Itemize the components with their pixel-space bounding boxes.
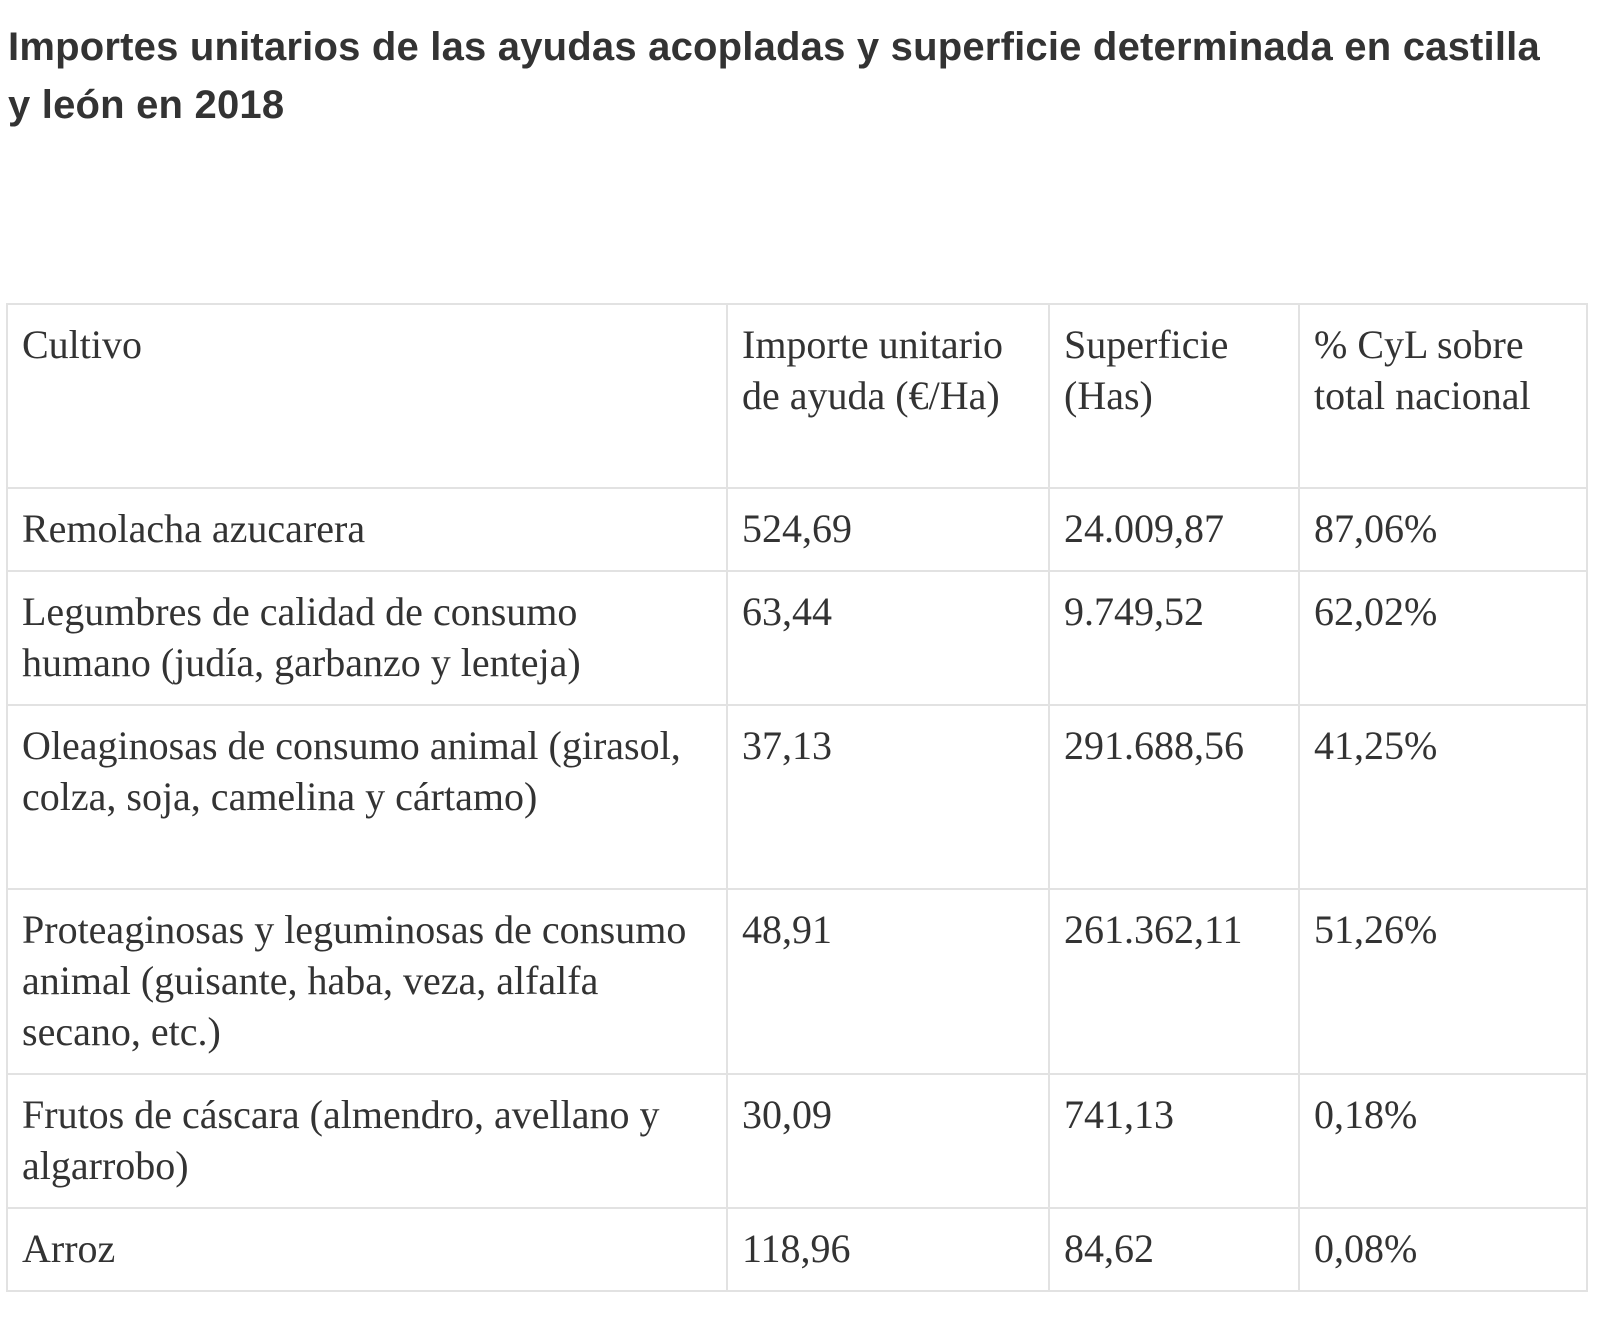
cell-importe: 37,13 [726, 704, 1050, 890]
cell-superficie: 24.009,87 [1048, 487, 1300, 572]
cell-cultivo: Oleaginosas de consumo animal (girasol, … [6, 704, 728, 890]
cell-importe: 48,91 [726, 888, 1050, 1075]
table-row: Oleaginosas de consumo animal (girasol, … [6, 704, 1588, 890]
cell-importe: 524,69 [726, 487, 1050, 572]
header-superficie: Superficie (Has) [1048, 303, 1300, 489]
header-importe: Importe unitario de ayuda (€/Ha) [726, 303, 1050, 489]
cell-porcentaje: 51,26% [1298, 888, 1588, 1075]
cell-importe: 30,09 [726, 1073, 1050, 1209]
cell-importe: 63,44 [726, 570, 1050, 706]
page-title: Importes unitarios de las ayudas acoplad… [8, 25, 1540, 127]
cell-cultivo: Legumbres de calidad de consumo humano (… [6, 570, 728, 706]
cell-superficie: 261.362,11 [1048, 888, 1300, 1075]
table-row: Arroz 118,96 84,62 0,08% [6, 1207, 1588, 1292]
table-body: Remolacha azucarera 524,69 24.009,87 87,… [6, 487, 1588, 1292]
cell-importe: 118,96 [726, 1207, 1050, 1292]
header-porcentaje: % CyL sobre total nacional [1298, 303, 1588, 489]
cell-cultivo: Frutos de cáscara (almendro, avellano y … [6, 1073, 728, 1209]
header-row: Cultivo Importe unitario de ayuda (€/Ha)… [6, 303, 1588, 489]
table-header: Cultivo Importe unitario de ayuda (€/Ha)… [6, 303, 1588, 489]
cell-superficie: 291.688,56 [1048, 704, 1300, 890]
cell-porcentaje: 0,08% [1298, 1207, 1588, 1292]
table-row: Remolacha azucarera 524,69 24.009,87 87,… [6, 487, 1588, 572]
table-row: Proteaginosas y leguminosas de consumo a… [6, 888, 1588, 1075]
data-table: Cultivo Importe unitario de ayuda (€/Ha)… [6, 303, 1588, 1292]
cell-cultivo: Proteaginosas y leguminosas de consumo a… [6, 888, 728, 1075]
cell-porcentaje: 62,02% [1298, 570, 1588, 706]
cell-cultivo: Arroz [6, 1207, 728, 1292]
cell-superficie: 741,13 [1048, 1073, 1300, 1209]
cell-porcentaje: 0,18% [1298, 1073, 1588, 1209]
cell-porcentaje: 41,25% [1298, 704, 1588, 890]
cell-superficie: 9.749,52 [1048, 570, 1300, 706]
table-row: Frutos de cáscara (almendro, avellano y … [6, 1073, 1588, 1209]
cell-porcentaje: 87,06% [1298, 487, 1588, 572]
header-cultivo: Cultivo [6, 303, 728, 489]
table-row: Legumbres de calidad de consumo humano (… [6, 570, 1588, 706]
cell-cultivo: Remolacha azucarera [6, 487, 728, 572]
cell-superficie: 84,62 [1048, 1207, 1300, 1292]
